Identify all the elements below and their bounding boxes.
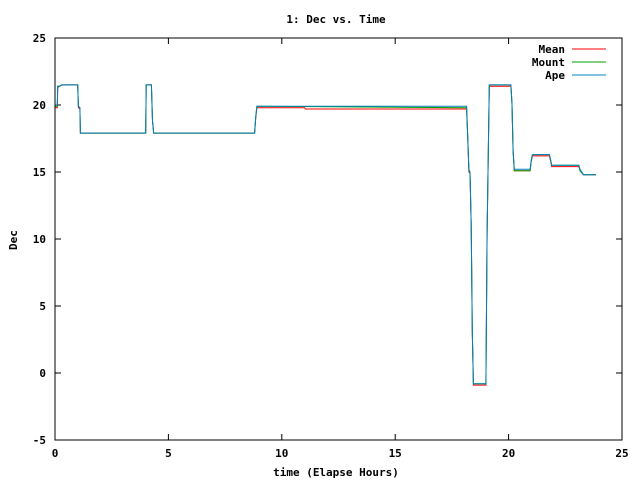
legend-label-mean: Mean xyxy=(539,43,566,56)
x-tick-label: 15 xyxy=(389,447,402,460)
x-axis-label: time (Elapse Hours) xyxy=(273,466,399,479)
legend-label-ape: Ape xyxy=(545,69,565,82)
series-line-ape xyxy=(55,84,596,385)
x-tick-label: 20 xyxy=(502,447,515,460)
y-tick-label: 25 xyxy=(33,32,46,45)
axis-ticks: 0 5 10 15 20 25 -5 0 5 10 15 20 25 xyxy=(33,32,629,460)
y-tick-label: 10 xyxy=(33,233,46,246)
y-tick-label: 15 xyxy=(33,166,46,179)
y-tick-label: 5 xyxy=(39,300,46,313)
x-tick-label: 25 xyxy=(615,447,628,460)
series-line-mount xyxy=(55,84,596,385)
y-axis-label: Dec xyxy=(7,230,20,250)
plot-frame xyxy=(54,37,623,441)
legend-label-mount: Mount xyxy=(532,56,565,69)
x-tick-label: 10 xyxy=(275,447,288,460)
chart-title: 1: Dec vs. Time xyxy=(286,13,386,26)
y-tick-label: 0 xyxy=(39,367,46,380)
x-tick-label: 0 xyxy=(52,447,59,460)
series-lines xyxy=(55,84,596,386)
y-tick-label: -5 xyxy=(33,434,46,447)
y-tick-label: 20 xyxy=(33,99,46,112)
series-line-mean xyxy=(55,84,596,386)
x-tick-label: 5 xyxy=(165,447,172,460)
